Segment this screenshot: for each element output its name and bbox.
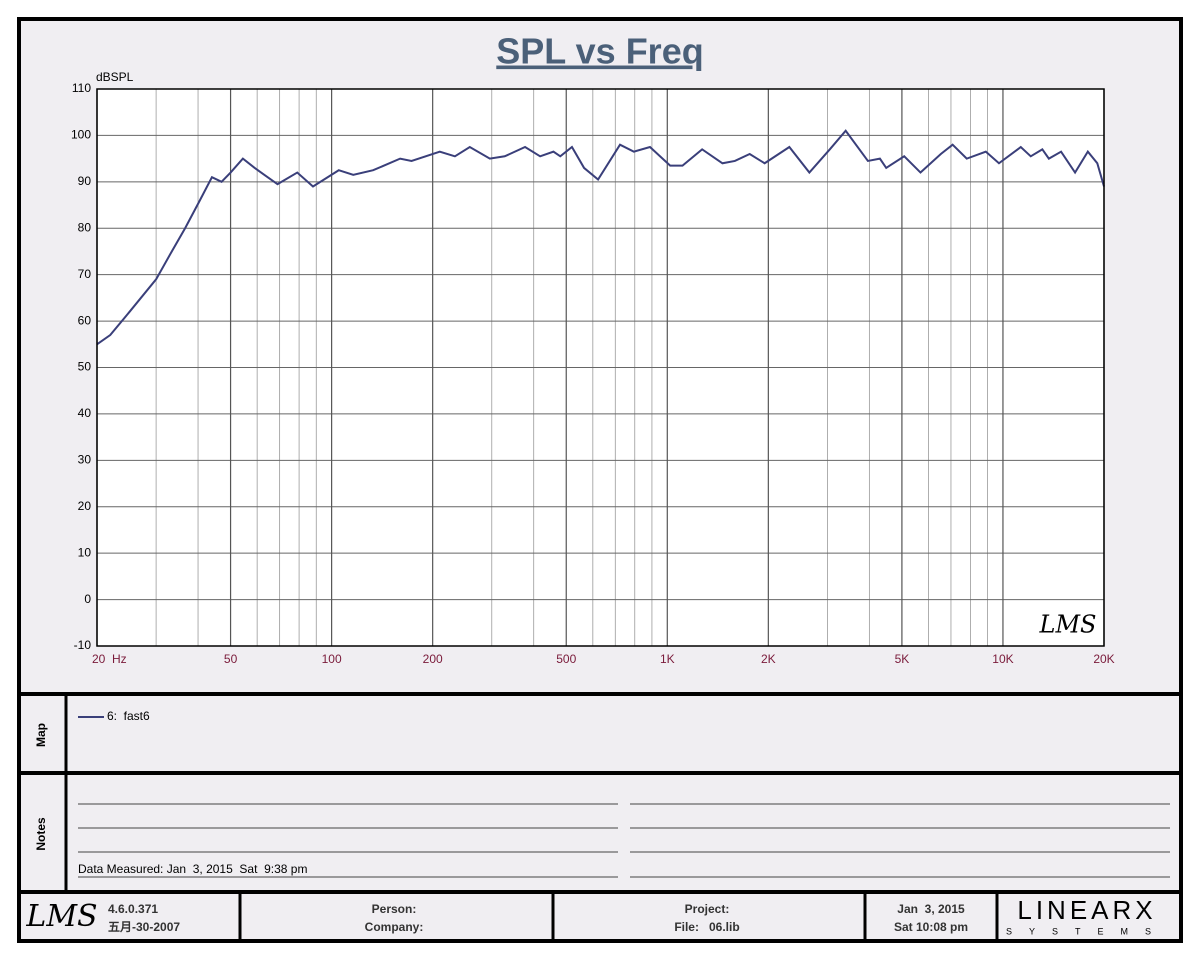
- footer-logo: LMS: [25, 899, 97, 934]
- file: File: 06.lib: [674, 920, 739, 934]
- x-tick-label: 200: [423, 652, 443, 666]
- y-tick-label: 40: [78, 406, 92, 420]
- x-tick-label: 10K: [992, 652, 1013, 666]
- plot-logo: LMS: [1039, 611, 1097, 639]
- notes-label: Notes: [34, 817, 48, 851]
- company: Company:: [365, 920, 424, 934]
- legend-label: 6: fast6: [107, 709, 150, 723]
- y-tick-label: 90: [78, 174, 92, 188]
- map-label: Map: [34, 723, 48, 747]
- person: Person:: [372, 902, 417, 916]
- brand: LINEARX: [1017, 895, 1156, 925]
- series-line: [96, 129, 1105, 346]
- version: 4.6.0.371: [108, 902, 158, 916]
- y-tick-label: 10: [78, 545, 92, 559]
- x-tick-label: 1K: [660, 652, 675, 666]
- x-tick-label: 20 Hz: [92, 652, 127, 666]
- date: Jan 3, 2015: [897, 902, 965, 916]
- x-tick-label: 50: [224, 652, 238, 666]
- y-tick-label: -10: [74, 638, 92, 652]
- x-tick-label: 20K: [1093, 652, 1114, 666]
- build-date: 五月-30-2007: [108, 920, 180, 934]
- y-tick-label: 110: [72, 81, 91, 95]
- x-tick-label: 2K: [761, 652, 776, 666]
- notes-text: Data Measured: Jan 3, 2015 Sat 9:38 pm: [78, 862, 307, 876]
- x-tick-label: 5K: [895, 652, 910, 666]
- note-lines: [78, 803, 1170, 878]
- x-tick-label: 500: [556, 652, 576, 666]
- y-tick-label: 50: [78, 360, 92, 374]
- y-tick-label: 70: [78, 267, 92, 281]
- project: Project:: [685, 902, 730, 916]
- time: Sat 10:08 pm: [894, 920, 968, 934]
- y-tick-label: 100: [71, 128, 91, 142]
- y-axis-label: dBSPL: [96, 70, 134, 84]
- plot-border: [96, 88, 1105, 647]
- brand-sub: SYSTEMS: [1006, 926, 1168, 936]
- x-tick-label: 100: [322, 652, 342, 666]
- y-tick-label: 80: [78, 220, 92, 234]
- chart-title: SPL vs Freq: [496, 31, 703, 72]
- y-tick-label: 20: [78, 499, 92, 513]
- y-tick-label: 0: [84, 592, 91, 606]
- y-tick-label: 60: [78, 313, 92, 327]
- y-tick-label: 30: [78, 453, 92, 467]
